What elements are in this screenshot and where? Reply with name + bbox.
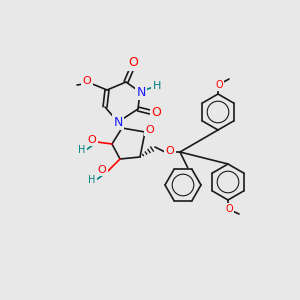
Text: O: O bbox=[151, 106, 161, 118]
Text: O: O bbox=[82, 76, 91, 86]
Text: O: O bbox=[146, 125, 154, 135]
Text: H: H bbox=[88, 175, 96, 185]
Text: N: N bbox=[113, 116, 123, 128]
Text: O: O bbox=[88, 135, 96, 145]
Text: H: H bbox=[78, 145, 86, 155]
Text: O: O bbox=[98, 165, 106, 175]
Text: O: O bbox=[225, 204, 233, 214]
Text: H: H bbox=[153, 81, 161, 91]
Text: O: O bbox=[166, 146, 174, 156]
Text: N: N bbox=[136, 85, 146, 98]
Polygon shape bbox=[116, 121, 122, 128]
Text: O: O bbox=[128, 56, 138, 70]
Text: O: O bbox=[215, 80, 223, 90]
